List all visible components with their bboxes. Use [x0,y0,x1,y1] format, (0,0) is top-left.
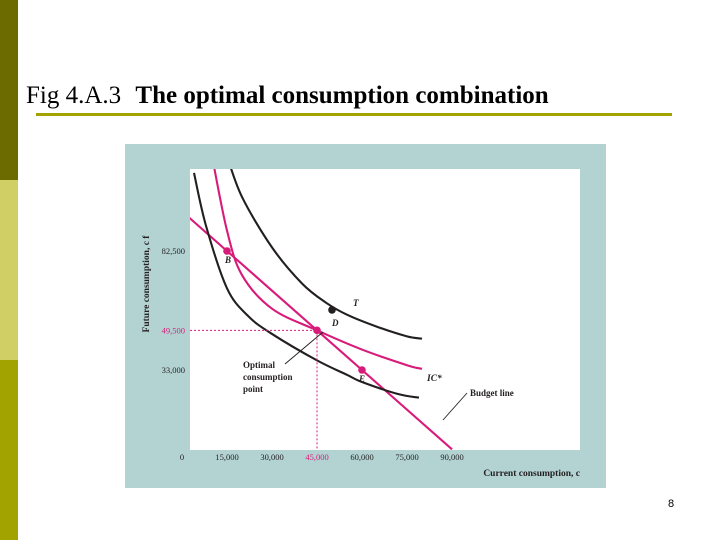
ic-star-curve [213,169,423,370]
budget-line-label: Budget line [470,388,514,398]
side-band-olive [0,360,18,540]
optimal-line-3: point [243,384,263,394]
y-tick-49500: 49,500 [162,325,185,335]
slide-title: Fig 4.A.3 The optimal consumption combin… [26,82,549,110]
page-number: 8 [668,498,675,510]
title-underline [36,113,672,116]
figure-title: The optimal consumption combination [135,82,549,109]
point-label-e: E [358,374,365,384]
x-tick-60000: 60,000 [350,452,373,462]
x-tick-labels: 0 15,000 30,000 45,000 60,000 75,000 90,… [180,452,464,462]
point-t [328,306,336,314]
x-tick-30000: 30,000 [260,452,283,462]
optimal-annotation: Optimal consumption point [243,331,324,394]
x-axis-label: Current consumption, c [483,469,580,479]
x-tick-45000: 45,000 [305,452,328,462]
y-tick-82500: 82,500 [162,246,185,256]
point-label-b: B [224,255,231,265]
side-band-light [0,180,18,360]
indifference-curve-high [230,169,423,340]
x-tick-0: 0 [180,452,184,462]
y-axis-label: Future consumption, c f [142,235,152,333]
budget-line-pointer [442,392,468,421]
y-tick-33000: 33,000 [162,365,185,375]
optimal-pointer [284,331,324,365]
point-labels: B D E T [224,255,365,384]
optimal-line-2: consumption [243,372,293,382]
point-d [313,326,321,335]
point-e [358,366,366,374]
optimal-line-1: Optimal [243,360,276,370]
x-tick-90000: 90,000 [440,452,463,462]
x-tick-15000: 15,000 [215,452,238,462]
point-b [223,247,231,255]
side-band-dark [0,0,18,180]
guide-lines [190,329,318,450]
figure-number: Fig 4.A.3 [26,82,122,109]
point-label-t: T [353,298,359,308]
consumption-chart: 0 15,000 30,000 45,000 60,000 75,000 90,… [142,169,580,479]
indifference-curve-low [192,172,420,399]
point-label-d: D [331,318,339,328]
y-tick-labels: 33,000 49,500 82,500 [162,246,185,375]
x-tick-75000: 75,000 [395,452,418,462]
ic-star-label: IC* [426,373,442,384]
points-layer [223,247,366,374]
plot-area [190,169,580,450]
